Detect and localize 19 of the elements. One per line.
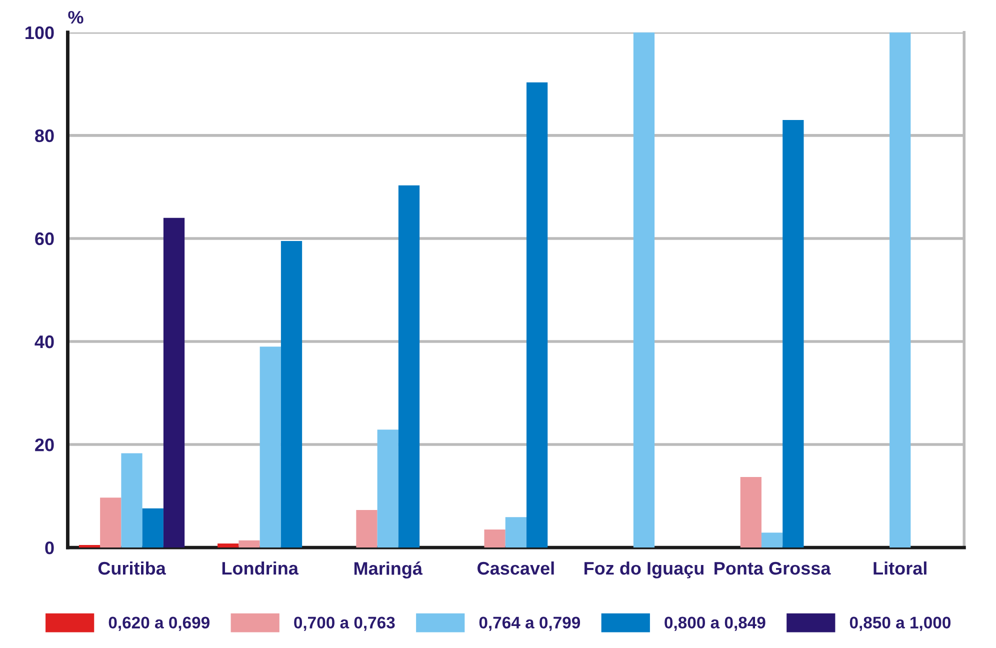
- y-tick-label: 100: [26, 26, 54, 40]
- legend-label: 0,850 a 1,000: [850, 616, 950, 631]
- legend-label: 0,700 a 0,763: [294, 616, 395, 631]
- legend-label: 0,800 a 0,849: [664, 616, 766, 631]
- x-tick-label: Litoral: [874, 561, 926, 575]
- x-tick-label: Ponta Grossa: [714, 562, 831, 575]
- x-tick-label: Foz do Iguaçu: [584, 561, 704, 578]
- y-tick-label: 0: [45, 541, 54, 554]
- x-tick-label: Cascavel: [478, 561, 554, 575]
- legend-label: 0,620 a 0,699: [108, 616, 210, 631]
- y-tick-label: 40: [34, 335, 54, 348]
- y-tick-label: 80: [35, 129, 54, 142]
- x-tick-label: Maringá: [354, 561, 423, 579]
- legend-label: 0,764 a 0,799: [479, 616, 580, 631]
- x-tick-label: Curitiba: [98, 561, 166, 575]
- y-tick-label: 20: [35, 438, 54, 452]
- y-axis-title: %: [68, 10, 84, 24]
- x-tick-label: Londrina: [222, 561, 299, 575]
- y-tick-label: 60: [35, 232, 54, 246]
